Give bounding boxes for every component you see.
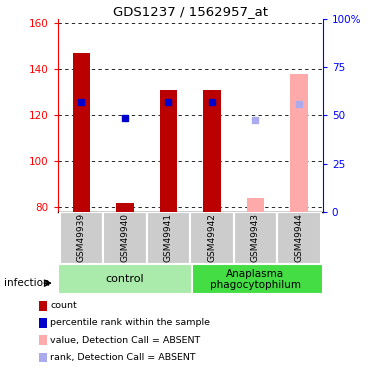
Bar [190,212,234,264]
Text: percentile rank within the sample: percentile rank within the sample [50,318,210,327]
Bar [103,212,147,264]
Bar [277,212,321,264]
Bar [160,90,177,212]
Text: count: count [50,301,77,310]
Text: GSM49939: GSM49939 [77,213,86,262]
Text: Anaplasma
phagocytophilum: Anaplasma phagocytophilum [210,268,301,290]
Text: rank, Detection Call = ABSENT: rank, Detection Call = ABSENT [50,353,196,362]
Bar [73,53,90,212]
Text: value, Detection Call = ABSENT: value, Detection Call = ABSENT [50,336,200,345]
Bar [247,198,264,212]
Text: GSM49940: GSM49940 [121,213,129,262]
Bar [203,90,221,212]
Bar [290,74,308,212]
Text: GSM49941: GSM49941 [164,213,173,262]
Text: GSM49944: GSM49944 [294,213,303,261]
Text: infection: infection [4,278,49,288]
Text: GSM49942: GSM49942 [207,213,216,261]
Bar [192,264,323,294]
Bar [147,212,190,264]
Bar [58,264,192,294]
Text: control: control [106,274,144,284]
Bar [116,202,134,212]
Bar [60,212,103,264]
Bar [234,212,277,264]
Title: GDS1237 / 1562957_at: GDS1237 / 1562957_at [113,4,267,18]
Text: GSM49943: GSM49943 [251,213,260,262]
